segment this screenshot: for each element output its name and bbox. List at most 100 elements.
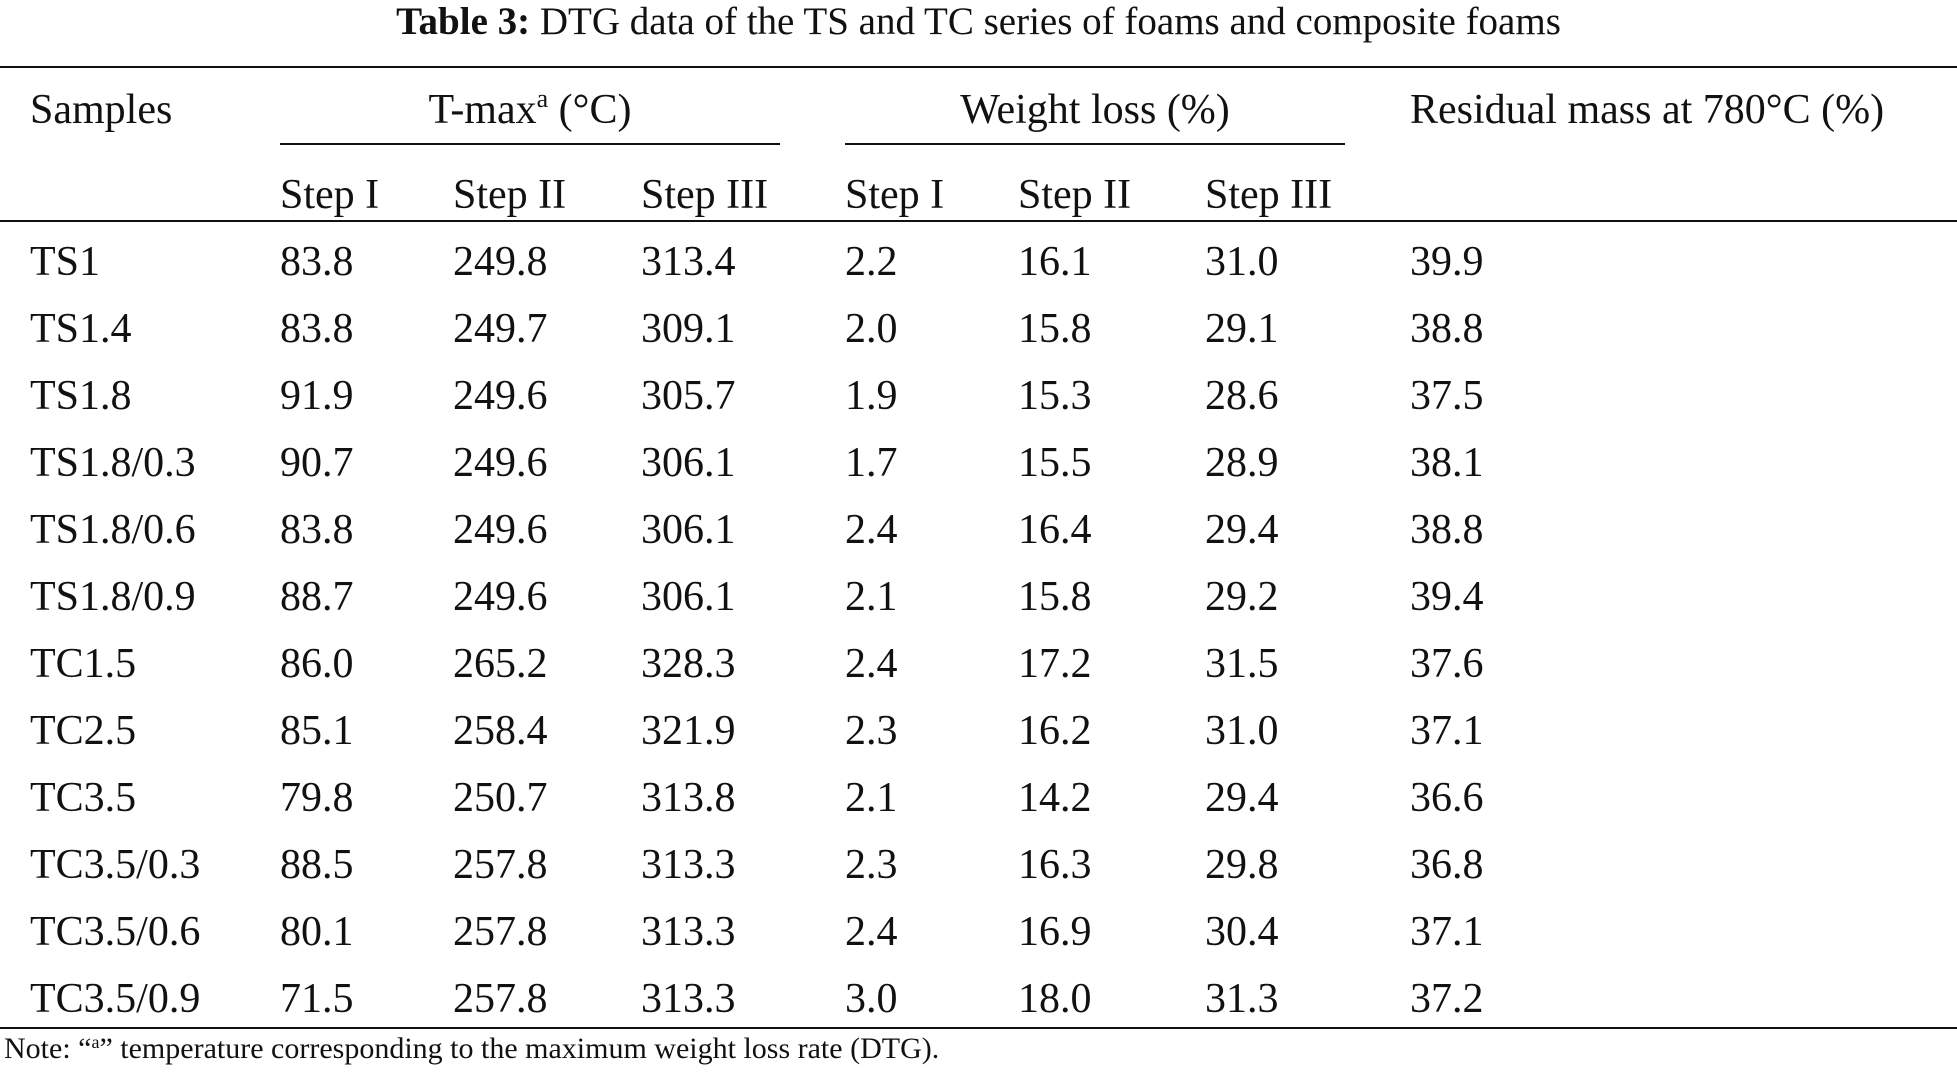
tmax-step-3-value: 306.1 [641,440,736,486]
weight-loss-step-1-value: 3.0 [845,976,898,1022]
tmax-step-2-value: 249.6 [453,507,548,553]
tmax-step-1-value: 90.7 [280,440,354,486]
weight-loss-step-1-value: 2.0 [845,306,898,352]
header-samples: Samples [30,87,173,133]
sample-name: TC3.5/0.3 [30,842,201,888]
tmax-step-1-value: 91.9 [280,373,354,419]
weight-loss-step-2-value: 15.5 [1018,440,1092,486]
tmax-step-3-value: 313.4 [641,239,736,285]
header-tmax-unit: (°C) [548,87,632,133]
header-bottom-rule [0,220,1957,222]
sample-name: TC3.5 [30,775,137,821]
tmax-step-1-value: 88.5 [280,842,354,888]
tmax-step-1-value: 83.8 [280,306,354,352]
tmax-step-3-value: 328.3 [641,641,736,687]
header-tmax-footnote-mark: a [536,84,549,113]
tmax-step-3-value: 313.8 [641,775,736,821]
header-weight-loss: Weight loss (%) [960,87,1230,133]
weight-loss-step-2-value: 15.8 [1018,306,1092,352]
sample-name: TS1.8/0.9 [30,574,196,620]
weight-loss-step-2-value: 16.3 [1018,842,1092,888]
header-weight-step-3: Step III [1205,172,1333,218]
tmax-step-2-value: 249.6 [453,574,548,620]
sample-name: TS1.8/0.3 [30,440,196,486]
tmax-step-2-value: 249.6 [453,440,548,486]
table-note-text: ” temperature corresponding to the maxim… [99,1032,940,1065]
bottom-rule [0,1027,1957,1029]
table-caption-text: DTG data of the TS and TC series of foam… [539,0,1561,43]
tmax-step-2-value: 257.8 [453,842,548,888]
residual-mass-value: 39.4 [1410,574,1484,620]
header-tmax-label: T-max [428,87,537,133]
header-tmax-step-1: Step I [280,172,380,218]
tmax-step-3-value: 313.3 [641,909,736,955]
residual-mass-value: 37.2 [1410,976,1484,1022]
tmax-step-3-value: 306.1 [641,574,736,620]
tmax-step-2-value: 265.2 [453,641,548,687]
header-weight-step-1: Step I [845,172,945,218]
residual-mass-value: 38.1 [1410,440,1484,486]
weight-loss-step-1-value: 2.4 [845,909,898,955]
tmax-step-1-value: 85.1 [280,708,354,754]
residual-mass-value: 37.1 [1410,909,1484,955]
weight-loss-step-1-value: 2.2 [845,239,898,285]
table-note-footnote-mark: a [91,1032,100,1052]
weight-loss-step-2-value: 18.0 [1018,976,1092,1022]
weight-loss-step-3-value: 29.2 [1205,574,1279,620]
sample-name: TS1 [30,239,101,285]
tmax-step-2-value: 249.8 [453,239,548,285]
sample-name: TS1.8/0.6 [30,507,196,553]
weight-loss-step-3-value: 30.4 [1205,909,1279,955]
weight-loss-step-1-value: 1.9 [845,373,898,419]
residual-mass-value: 36.6 [1410,775,1484,821]
weight-loss-step-1-value: 2.1 [845,574,898,620]
sample-name: TC3.5/0.9 [30,976,201,1022]
table-note: Note: “a” temperature corresponding to t… [4,1030,939,1068]
weight-loss-step-2-value: 16.2 [1018,708,1092,754]
weight-loss-step-3-value: 31.3 [1205,976,1279,1022]
weight-loss-step-2-value: 17.2 [1018,641,1092,687]
table-caption-label: Table 3: [396,0,531,43]
sample-name: TS1.8 [30,373,132,419]
tmax-step-2-value: 258.4 [453,708,548,754]
tmax-step-3-value: 306.1 [641,507,736,553]
residual-mass-value: 37.1 [1410,708,1484,754]
weight-loss-step-3-value: 31.0 [1205,708,1279,754]
tmax-step-3-value: 305.7 [641,373,736,419]
tmax-step-3-value: 321.9 [641,708,736,754]
tmax-step-1-value: 71.5 [280,976,354,1022]
tmax-step-2-value: 250.7 [453,775,548,821]
header-tmax-step-3: Step III [641,172,769,218]
residual-mass-value: 37.5 [1410,373,1484,419]
weight-loss-step-3-value: 31.0 [1205,239,1279,285]
residual-mass-value: 37.6 [1410,641,1484,687]
weight-loss-group-rule [845,143,1345,145]
tmax-step-1-value: 83.8 [280,239,354,285]
weight-loss-step-2-value: 16.4 [1018,507,1092,553]
top-rule [0,66,1957,68]
tmax-step-3-value: 313.3 [641,976,736,1022]
header-tmax: T-maxa (°C) [280,86,780,134]
header-residual-mass: Residual mass at 780°C (%) [1410,87,1885,133]
weight-loss-step-2-value: 15.8 [1018,574,1092,620]
weight-loss-step-1-value: 1.7 [845,440,898,486]
tmax-step-2-value: 257.8 [453,909,548,955]
weight-loss-step-1-value: 2.4 [845,641,898,687]
weight-loss-step-3-value: 31.5 [1205,641,1279,687]
weight-loss-step-1-value: 2.3 [845,842,898,888]
tmax-step-1-value: 79.8 [280,775,354,821]
residual-mass-value: 38.8 [1410,306,1484,352]
weight-loss-step-1-value: 2.3 [845,708,898,754]
header-weight-step-2: Step II [1018,172,1132,218]
weight-loss-step-3-value: 29.1 [1205,306,1279,352]
sample-name: TS1.4 [30,306,132,352]
weight-loss-step-3-value: 29.4 [1205,775,1279,821]
weight-loss-step-2-value: 16.9 [1018,909,1092,955]
weight-loss-step-3-value: 29.4 [1205,507,1279,553]
weight-loss-step-3-value: 29.8 [1205,842,1279,888]
tmax-step-3-value: 309.1 [641,306,736,352]
residual-mass-value: 39.9 [1410,239,1484,285]
tmax-step-3-value: 313.3 [641,842,736,888]
weight-loss-step-2-value: 15.3 [1018,373,1092,419]
tmax-step-2-value: 257.8 [453,976,548,1022]
